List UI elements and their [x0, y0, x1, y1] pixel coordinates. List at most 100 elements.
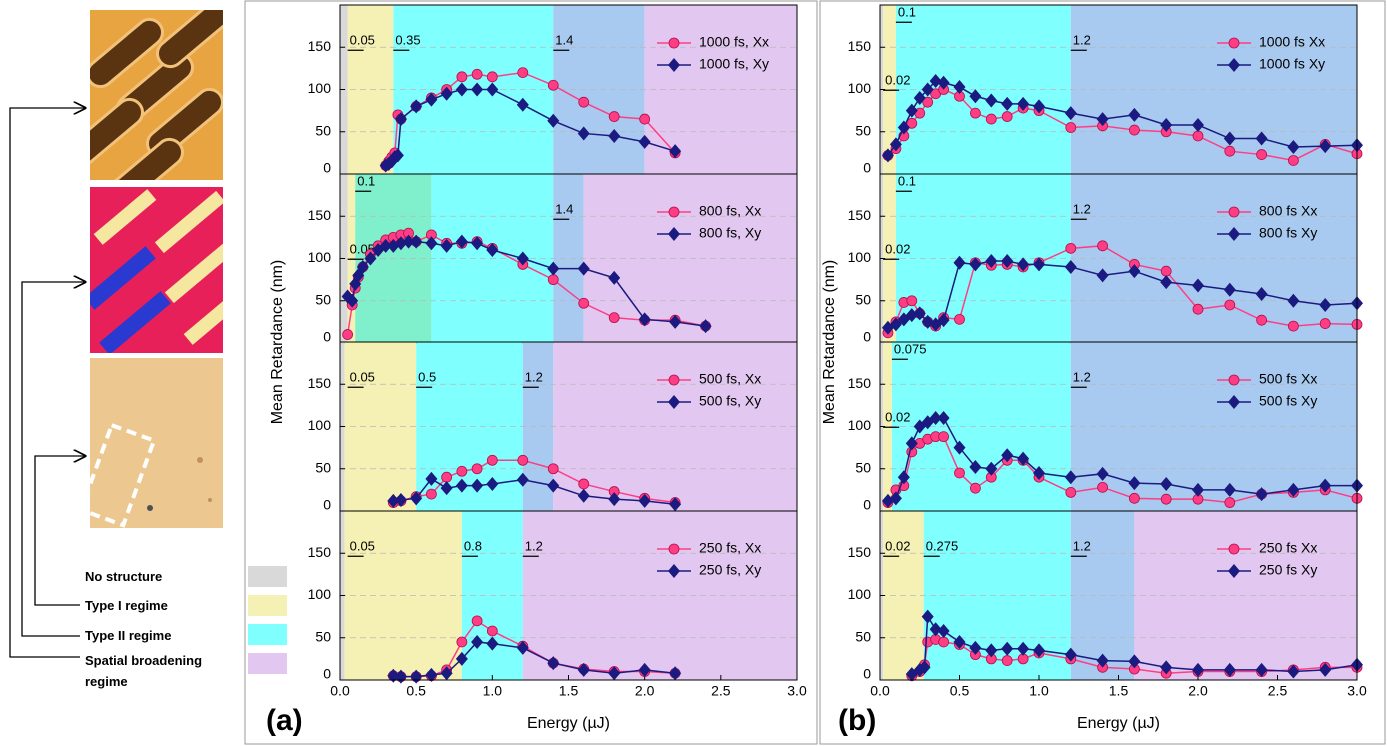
data-point: [1065, 487, 1077, 498]
regime-label: Spatial broadening regime: [85, 653, 203, 689]
regime-band: [553, 174, 584, 343]
data-point: [1128, 476, 1141, 491]
y-tick-label: 50: [855, 459, 871, 475]
data-point: [889, 491, 902, 506]
x-tick-label: 2.5: [711, 683, 731, 699]
regime-swatch: [248, 624, 287, 645]
data-point: [905, 103, 918, 118]
regime-label: No structure: [85, 569, 163, 584]
legend-marker: [668, 543, 680, 555]
data-point: [1255, 131, 1268, 146]
threshold-label: 0.5: [418, 370, 436, 385]
data-point: [897, 120, 910, 135]
data-point: [1192, 482, 1204, 497]
data-point: [578, 96, 590, 108]
y-tick-label: 100: [308, 586, 332, 602]
data-point: [985, 461, 998, 476]
data-point: [1160, 117, 1173, 132]
data-point: [906, 295, 918, 307]
threshold-label: 0.075: [894, 342, 927, 357]
x-tick-label: 3.0: [1347, 683, 1367, 699]
data-point: [1287, 293, 1300, 308]
legend-marker: [668, 58, 680, 72]
plot-frame: [339, 510, 798, 681]
data-point: [394, 493, 407, 508]
data-point: [1128, 264, 1141, 279]
data-point: [970, 107, 981, 119]
data-point: [1192, 662, 1204, 677]
y-tick-label: 100: [848, 249, 872, 265]
threshold-label: 0.1: [898, 5, 916, 20]
data-point: [516, 640, 529, 655]
data-point: [937, 623, 950, 638]
data-point: [1065, 122, 1077, 133]
legend-marker: [1228, 227, 1240, 241]
legend-label: 1000 fs, Xy: [699, 56, 769, 72]
legend-label: 500 fs Xx: [1259, 371, 1317, 387]
y-tick-label: 100: [308, 249, 332, 265]
y-tick-label: 50: [315, 459, 331, 475]
data-point: [913, 306, 926, 321]
data-point: [1192, 303, 1204, 315]
data-point: [1064, 259, 1077, 274]
x-tick-label: 2.5: [1268, 683, 1288, 699]
x-tick-label: 0.5: [950, 683, 970, 699]
data-point: [441, 471, 453, 483]
data-point: [1160, 493, 1172, 505]
data-point: [1001, 254, 1014, 269]
threshold-label: 0.275: [926, 539, 959, 554]
data-point: [608, 312, 620, 324]
data-point: [1096, 112, 1109, 127]
data-point: [953, 79, 966, 94]
data-point: [364, 251, 377, 266]
data-point: [608, 492, 621, 507]
y-tick-label: 50: [315, 122, 331, 138]
legend-label: 250 fs, Xy: [699, 562, 761, 578]
y-tick-label: 50: [855, 628, 871, 644]
legend-label: 800 fs Xx: [1259, 203, 1317, 219]
data-point: [1288, 155, 1299, 166]
data-point: [577, 126, 590, 141]
data-point: [1128, 107, 1141, 122]
panel-frame: [819, 0, 1386, 745]
x-tick-label: 0.5: [406, 683, 426, 699]
data-point: [1017, 257, 1030, 272]
data-point: [1129, 492, 1140, 504]
data-point: [1287, 664, 1300, 679]
legend-label: 250 fs Xx: [1259, 540, 1317, 556]
data-point: [547, 261, 560, 276]
data-point: [889, 317, 902, 332]
data-point: [577, 488, 590, 503]
legend-label: 250 fs, Xx: [699, 540, 761, 556]
data-point: [547, 478, 560, 493]
data-point: [456, 636, 468, 648]
data-point: [440, 86, 453, 101]
data-point: [699, 319, 712, 334]
data-point: [669, 666, 682, 681]
data-point: [547, 463, 559, 475]
data-point: [608, 270, 621, 285]
legend-label: 500 fs, Xy: [699, 393, 761, 409]
x-axis-label: Energy (µJ): [1077, 715, 1160, 732]
data-point: [471, 68, 483, 80]
data-point: [954, 313, 965, 325]
threshold-label: 1.4: [555, 33, 573, 48]
data-point: [486, 476, 499, 491]
data-point: [1288, 320, 1299, 332]
threshold-label: 0.05: [350, 33, 375, 48]
data-point: [394, 112, 407, 127]
y-tick-label: 50: [315, 628, 331, 644]
data-point: [425, 488, 437, 500]
data-point: [1319, 297, 1332, 312]
regime-swatch: [248, 653, 287, 674]
regime-swatch: [248, 566, 287, 587]
data-point: [387, 493, 400, 508]
data-point: [1097, 481, 1108, 493]
data-point: [937, 75, 950, 90]
legend-label: 1000 fs Xx: [1259, 34, 1325, 50]
data-point: [1001, 655, 1013, 666]
data-point: [929, 74, 942, 89]
data-point: [906, 117, 918, 129]
legend-label: 800 fs, Xx: [699, 203, 761, 219]
